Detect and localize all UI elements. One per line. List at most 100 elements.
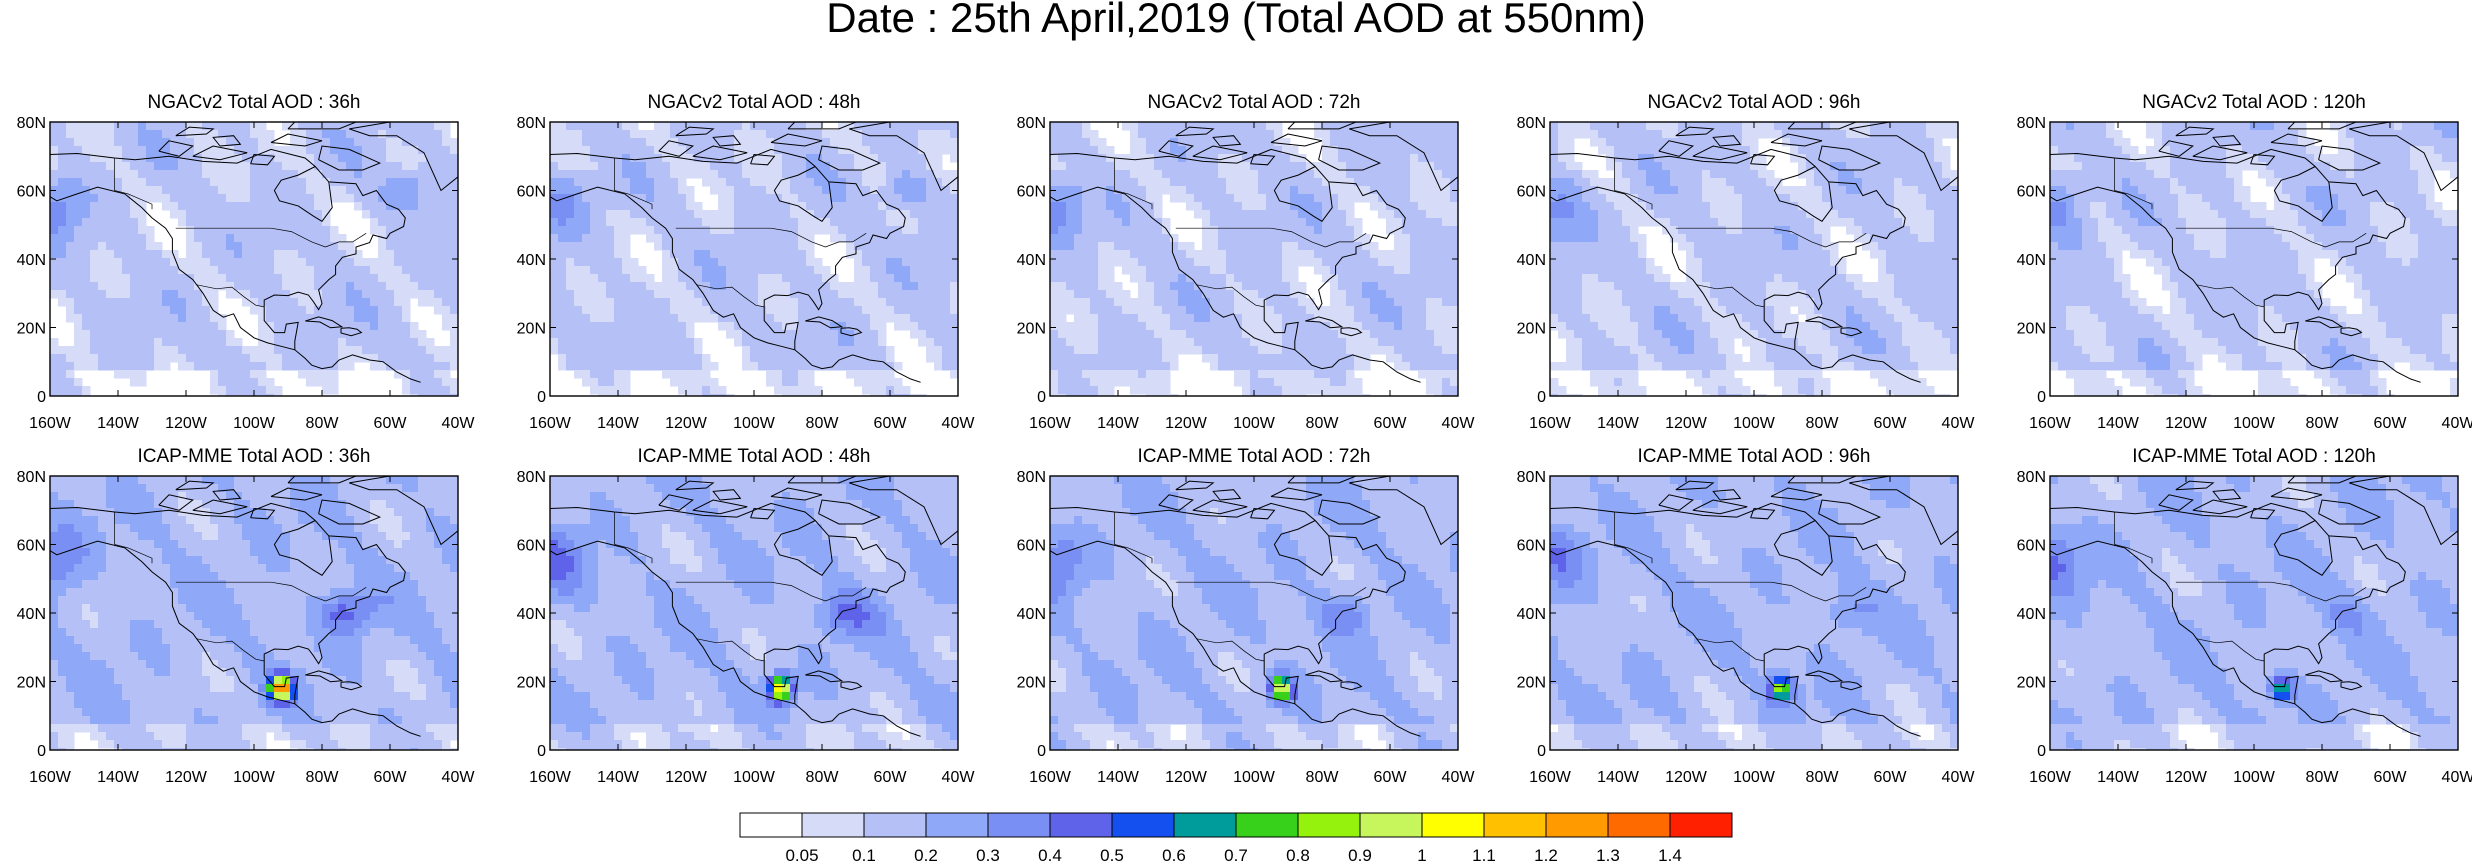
x-tick-label: 160W [1529,769,1572,786]
y-tick-label: 60N [1517,184,1546,201]
y-tick-label: 60N [2017,184,2046,201]
y-tick-label: 80N [2017,115,2046,132]
x-tick-label: 120W [165,769,208,786]
colorbar-swatch [1607,812,1671,838]
x-tick-label: 140W [2097,769,2140,786]
colorbar-label: 0.3 [976,846,1000,862]
x-tick-label: 40W [442,769,476,786]
coastlines [550,122,958,383]
x-tick-label: 100W [1733,769,1776,786]
x-tick-label: 140W [97,415,140,432]
colorbar-label: 0.5 [1100,846,1124,862]
x-tick-label: 120W [1665,769,1708,786]
colorbar-swatch [801,812,865,838]
map-panel: NGACv2 Total AOD : 72h 160W 140W 120W 100W 80… [1017,92,1476,432]
y-tick-label: 60N [2017,538,2046,555]
x-tick-label: 160W [529,415,572,432]
panel-title: NGACv2 Total AOD : 36h [148,92,361,113]
y-tick-label: 80N [517,115,546,132]
x-tick-label: 60W [2374,769,2408,786]
y-tick-label: 60N [517,184,546,201]
x-tick-label: 140W [97,769,140,786]
y-tick-label: 40N [1517,606,1546,623]
x-tick-label: 120W [665,415,708,432]
colorbar-label: 1.3 [1596,846,1620,862]
aod-field [2050,476,2458,750]
y-tick-label: 40N [2017,606,2046,623]
x-tick-label: 100W [1233,415,1276,432]
x-tick-label: 120W [2165,769,2208,786]
map-panels: NGACv2 Total AOD : 36h 160W 140W 120W 100W 80… [17,92,2472,786]
coastlines [50,476,458,737]
x-tick-label: 40W [942,769,976,786]
x-tick-label: 40W [2442,415,2472,432]
colorbar-swatch [1235,812,1299,838]
y-tick-label: 80N [1017,115,1046,132]
x-tick-label: 160W [29,415,72,432]
coastlines [1050,122,1458,383]
x-tick-label: 100W [2233,415,2276,432]
x-tick-label: 140W [1097,415,1140,432]
x-tick-label: 140W [1597,415,1640,432]
x-tick-label: 140W [1097,769,1140,786]
y-tick-label: 0 [1037,743,1046,760]
colorbar-swatch [1111,812,1175,838]
coastlines [2050,476,2458,737]
colorbar-label: 0.4 [1038,846,1062,862]
colorbar-label: 1.2 [1534,846,1558,862]
x-tick-label: 120W [2165,415,2208,432]
y-tick-label: 20N [1017,321,1046,338]
x-tick-label: 160W [2029,769,2072,786]
y-tick-label: 40N [517,606,546,623]
x-tick-label: 160W [29,769,72,786]
x-tick-label: 100W [1733,415,1776,432]
y-tick-label: 20N [1017,675,1046,692]
y-tick-label: 20N [17,321,46,338]
x-tick-label: 120W [665,769,708,786]
x-tick-label: 160W [1529,415,1572,432]
x-tick-label: 140W [1597,769,1640,786]
colorbar-label: 0.2 [914,846,938,862]
aod-field [550,122,958,396]
x-tick-label: 60W [1874,769,1908,786]
colorbar-swatch [1359,812,1423,838]
x-tick-label: 60W [374,415,408,432]
map-panel: ICAP-MME Total AOD : 48h 160W 140W 120W 100W… [517,446,976,786]
map-panel: ICAP-MME Total AOD : 96h 160W 140W 120W 100W… [1517,446,1976,786]
x-tick-label: 80W [2306,415,2340,432]
aod-field [1550,122,1958,396]
x-tick-label: 160W [2029,415,2072,432]
map-panel: NGACv2 Total AOD : 48h 160W 140W 120W 100W 80… [517,92,976,432]
colorbar-swatch [1483,812,1547,838]
x-tick-label: 40W [1442,769,1476,786]
x-tick-label: 60W [874,415,908,432]
y-tick-label: 40N [2017,252,2046,269]
y-tick-label: 0 [37,743,46,760]
colorbar-swatch [1049,812,1113,838]
y-tick-label: 80N [1017,469,1046,486]
x-tick-label: 80W [306,769,340,786]
x-tick-label: 60W [374,769,408,786]
x-tick-label: 40W [942,415,976,432]
y-tick-label: 80N [1517,469,1546,486]
aod-field [550,476,958,750]
x-tick-label: 60W [1374,769,1408,786]
y-tick-label: 20N [17,675,46,692]
aod-field [1050,122,1458,396]
colorbar-swatch [1669,812,1733,838]
x-tick-label: 100W [733,769,776,786]
y-tick-label: 40N [1517,252,1546,269]
panel-title: ICAP-MME Total AOD : 72h [1137,446,1370,467]
y-tick-label: 60N [17,538,46,555]
colorbar-label: 0.05 [785,846,818,862]
colorbar-swatch [1421,812,1485,838]
y-tick-label: 80N [517,469,546,486]
x-tick-label: 80W [1306,415,1340,432]
panel-title: NGACv2 Total AOD : 48h [648,92,861,113]
x-tick-label: 140W [2097,415,2140,432]
y-tick-label: 0 [1537,743,1546,760]
panel-title: ICAP-MME Total AOD : 120h [2132,446,2376,467]
colorbar-swatch [1173,812,1237,838]
y-tick-label: 80N [17,469,46,486]
y-tick-label: 20N [517,321,546,338]
